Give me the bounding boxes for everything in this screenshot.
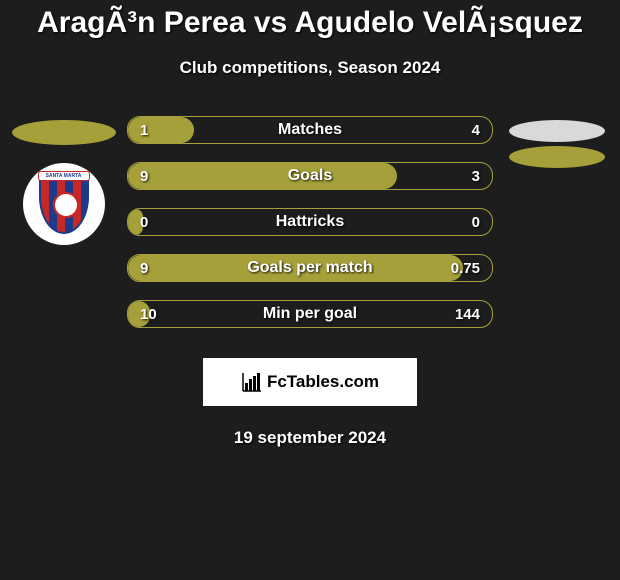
page-title: AragÃ³n Perea vs Agudelo VelÃ¡squez — [0, 0, 620, 40]
right-rating-ellipse-bottom — [509, 146, 605, 168]
stat-bar: 9Goals3 — [127, 162, 493, 190]
bar-label: Min per goal — [128, 301, 492, 327]
right-rating-ellipse-top — [509, 120, 605, 142]
bar-label: Matches — [128, 117, 492, 143]
stat-bar: 10Min per goal144 — [127, 300, 493, 328]
subtitle: Club competitions, Season 2024 — [0, 58, 620, 78]
date-text: 19 september 2024 — [0, 428, 620, 448]
right-value: 3 — [472, 163, 480, 189]
stat-bars: 1Matches4 9Goals3 0Hattricks0 9Goals per ma… — [121, 116, 499, 346]
right-value: 144 — [455, 301, 480, 327]
stat-bar: 1Matches4 — [127, 116, 493, 144]
brand-text: FcTables.com — [267, 372, 379, 392]
bar-label: Goals per match — [128, 255, 492, 281]
shield-icon: SANTA MARTA — [30, 170, 98, 238]
right-side — [499, 116, 614, 346]
left-club-badge: SANTA MARTA — [23, 163, 105, 245]
bar-chart-icon — [241, 371, 263, 393]
stat-bar: 0Hattricks0 — [127, 208, 493, 236]
right-value: 0 — [472, 209, 480, 235]
right-value: 4 — [472, 117, 480, 143]
brand-box: FcTables.com — [203, 358, 417, 406]
badge-ribbon: SANTA MARTA — [38, 171, 90, 181]
left-side: SANTA MARTA — [6, 116, 121, 346]
right-value: 0.75 — [451, 255, 480, 281]
bar-label: Goals — [128, 163, 492, 189]
bar-label: Hattricks — [128, 209, 492, 235]
left-rating-ellipse — [12, 120, 116, 145]
stat-bar: 9Goals per match0.75 — [127, 254, 493, 282]
comparison-panel: SANTA MARTA 1Matches4 9Goals3 0Hattricks0 9… — [0, 116, 620, 346]
